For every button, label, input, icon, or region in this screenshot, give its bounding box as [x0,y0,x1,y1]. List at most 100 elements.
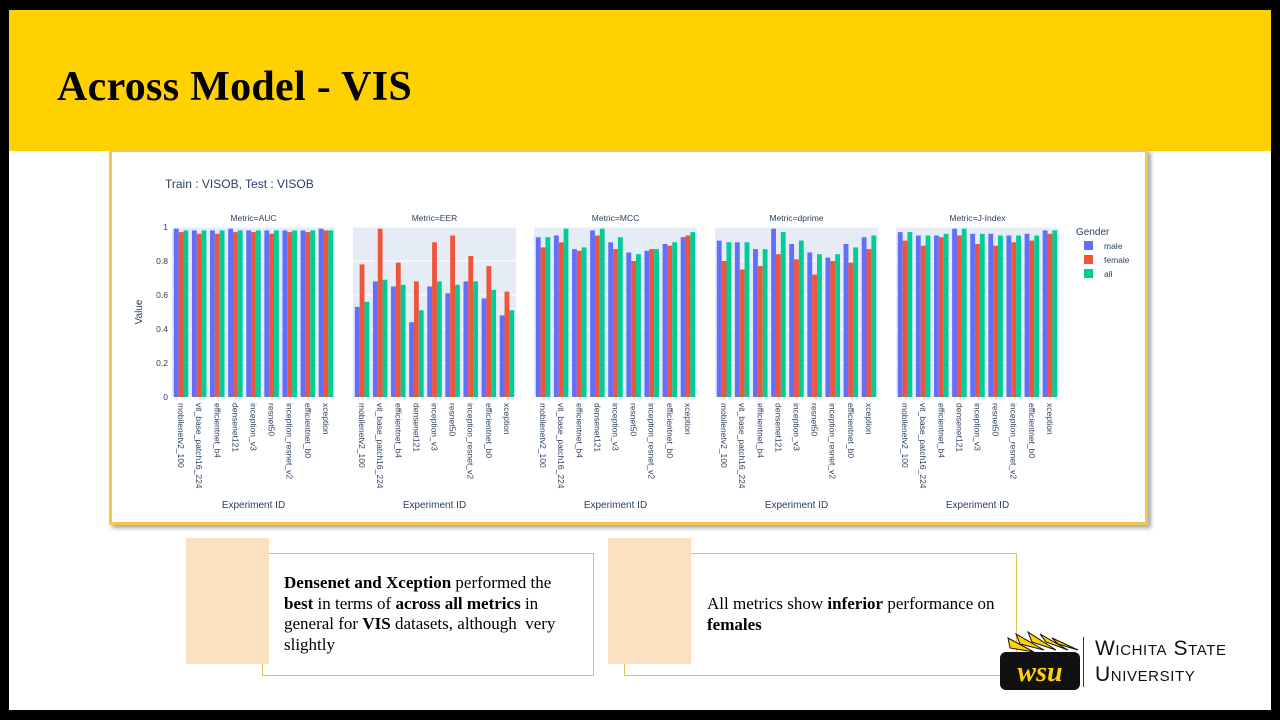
bar-all [545,237,551,397]
callout-female-performance: All metrics show inferior performance on… [608,538,1017,676]
bar-female [920,245,926,397]
bar-all [672,242,678,397]
bar-male [897,232,903,397]
legend-swatch-male [1084,241,1093,250]
bar-male [318,228,324,397]
x-axis-title: Experiment ID [403,500,466,511]
bar-all [328,230,334,397]
x-tick-label: mobilenetv2_100 [176,403,186,468]
bar-all [183,230,189,397]
bar-all [871,235,877,397]
bar-male [644,250,650,397]
bar-female [1011,242,1017,397]
bar-all [310,230,316,397]
bar-male [1024,233,1030,397]
bar-all [690,232,696,397]
slide-title: Across Model - VIS [57,64,413,110]
bar-female [1029,240,1035,397]
bar-all [853,247,859,397]
bar-all [436,281,442,397]
bar-male [716,240,722,397]
bar-all [636,254,641,397]
bar-female [287,232,293,397]
x-tick-label: efficientnet_b4 [393,403,403,458]
chart-frame: Train : VISOB, Test : VISOB Value Metric=A… [109,149,1148,525]
bar-female [269,233,275,397]
bar-female [993,245,999,397]
facet-label: Metric=dprime [769,213,823,223]
bar-male [843,244,849,397]
x-tick-label: resnet50 [991,403,1001,436]
bar-male [572,249,577,397]
bar-male [934,235,939,397]
slide: Across Model - VIS Train : VISOB, Test :… [9,10,1271,710]
x-tick-label: efficientnet_b0 [484,403,494,458]
bar-female [594,235,600,397]
bar-all [617,237,623,397]
bar-all [455,284,460,397]
bar-female [757,266,763,397]
bar-female [631,261,637,397]
bar-male [626,252,632,397]
bar-female [667,245,673,397]
legend-title: Gender [1076,227,1110,238]
logo-wordmark: Wichita State University [1095,636,1227,688]
bar-male [463,281,469,397]
bar-male [427,286,433,397]
bar-all [400,284,406,397]
logo-line-2: University [1095,663,1196,686]
bar-female [323,230,329,397]
bar-male [481,298,487,397]
bar-female [613,249,618,397]
bar-all [744,242,750,397]
bar-male [264,230,270,397]
wichita-state-logo: wsu Wichita State University [994,628,1256,700]
legend-label-female: female [1104,255,1130,265]
bar-all [509,310,515,397]
bar-male [1006,235,1012,397]
bar-female [558,242,564,397]
x-tick-label: inception_v3 [611,403,621,451]
bar-all [201,230,207,397]
bar-all [599,228,605,397]
x-tick-label: inception_resnet_v2 [1009,403,1019,479]
bar-female [377,228,383,397]
bar-male [409,322,414,397]
x-axis-title: Experiment ID [765,500,828,511]
bar-female [576,250,582,397]
bar-female [649,249,655,397]
bar-all [1052,230,1058,397]
bar-all [581,247,587,397]
logo-line-1: Wichita State [1095,637,1227,660]
bar-female [739,269,745,397]
x-tick-label: vit_base_patch16_224 [556,403,566,489]
x-tick-label: efficientnet_b0 [846,403,856,458]
x-tick-label: mobilenetv2_100 [900,403,910,468]
bar-female [432,242,437,397]
bar-female [395,262,401,397]
logo-divider [1083,637,1084,687]
callout-text-best-models: Densenet and Xception performed the best… [284,573,556,654]
bar-all [1034,235,1040,397]
bar-male [771,228,776,397]
x-tick-label: efficientnet_b4 [212,403,222,458]
bar-all [292,230,297,397]
bar-female [178,232,184,397]
bar-female [775,254,781,397]
chart-title: Train : VISOB, Test : VISOB [165,177,314,191]
bar-female [540,247,546,397]
bar-male [734,242,740,397]
bar-all [219,230,225,397]
bar-all [274,230,279,397]
y-tick-label: 1 [163,222,168,232]
facet-label: Metric=J-Index [950,213,1007,223]
bar-male [988,233,994,397]
bar-all [364,301,370,397]
callout-best-models: Densenet and Xception performed the best… [186,538,594,676]
x-axis-title: Experiment ID [584,500,647,511]
bar-male [553,235,559,397]
bar-female [956,235,962,397]
x-tick-label: densenet121 [411,403,421,452]
bar-female [359,264,365,397]
bar-all [998,235,1003,397]
